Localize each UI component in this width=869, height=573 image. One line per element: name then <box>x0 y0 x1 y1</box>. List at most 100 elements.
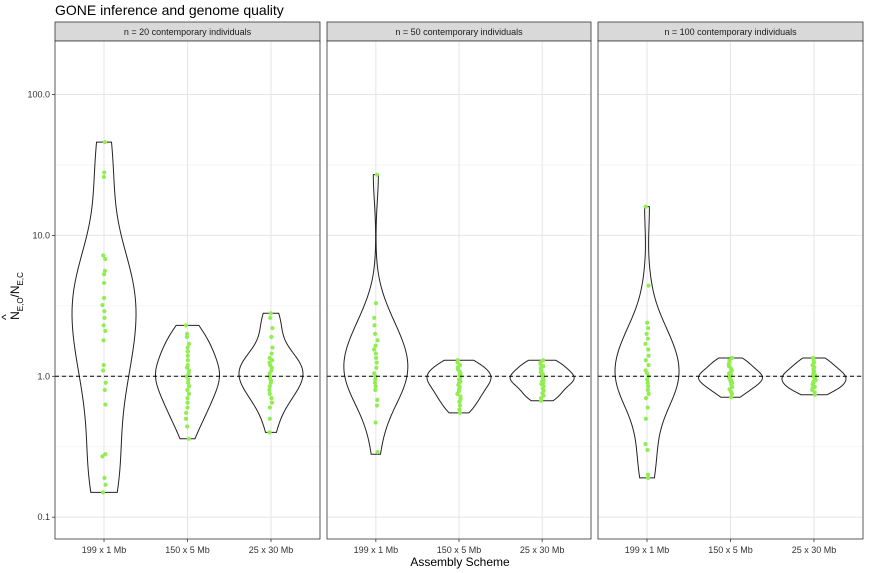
data-point <box>375 338 380 343</box>
y-axis-title-sub2: E,C <box>16 272 25 286</box>
x-tick-label: 25 x 30 Mb <box>792 545 837 555</box>
data-point <box>101 338 106 343</box>
y-axis-title-hat: ^ <box>0 314 13 320</box>
data-point <box>645 475 651 481</box>
data-point <box>373 301 379 306</box>
data-point <box>643 442 648 447</box>
violin-shape <box>509 359 575 402</box>
y-axis: 0.1 1.0 10.0 100.0 <box>27 90 55 522</box>
violin-shape <box>697 357 764 398</box>
data-point <box>186 341 192 346</box>
data-point <box>186 371 191 376</box>
data-point <box>375 397 380 403</box>
data-point <box>184 334 190 340</box>
data-point <box>643 341 648 346</box>
data-point <box>267 405 273 410</box>
data-point <box>646 353 651 358</box>
facets-layer: n = 20 contemporary individuals 199 x 1 M… <box>54 21 864 555</box>
violin-shape <box>343 174 409 455</box>
data-point <box>373 420 378 425</box>
facet-panel: n = 100 contemporary individuals 199 x 1 … <box>597 21 864 555</box>
data-point <box>270 358 275 363</box>
data-point <box>645 325 651 331</box>
data-point <box>645 320 650 325</box>
data-point <box>268 311 273 316</box>
data-point <box>100 303 105 308</box>
facet-strip-label: n = 100 contemporary individuals <box>664 27 797 37</box>
data-point <box>183 323 189 328</box>
data-point <box>643 396 649 401</box>
facet-strip-label: n = 20 contemporary individuals <box>124 27 252 37</box>
data-point <box>646 347 651 352</box>
violin-shape <box>426 359 492 414</box>
data-point <box>373 374 378 379</box>
data-point <box>185 353 190 358</box>
data-point <box>373 351 378 356</box>
x-tick-label: 150 x 5 Mb <box>708 545 753 555</box>
data-point <box>646 384 651 389</box>
data-point <box>102 387 107 393</box>
data-point <box>102 280 107 286</box>
facet-strip-label: n = 50 contemporary individuals <box>395 27 523 37</box>
data-point <box>101 174 106 180</box>
y-axis-title-sep: /N <box>8 285 22 297</box>
data-point <box>101 253 106 258</box>
data-point <box>268 380 273 385</box>
data-point <box>374 355 379 361</box>
data-point <box>729 391 735 397</box>
data-point <box>372 323 377 328</box>
data-point <box>372 331 378 336</box>
y-tick-label: 10.0 <box>32 230 50 240</box>
data-point <box>185 349 190 354</box>
data-point <box>101 368 106 373</box>
data-point <box>102 139 107 145</box>
data-point <box>186 377 191 382</box>
data-point <box>185 424 190 429</box>
data-point <box>269 351 274 356</box>
data-point <box>374 365 379 370</box>
data-point <box>184 374 189 379</box>
data-point <box>103 452 108 457</box>
data-point <box>100 454 105 459</box>
y-axis-title-main: N <box>8 311 22 320</box>
data-point <box>100 490 106 495</box>
y-tick-label: 1.0 <box>37 371 50 381</box>
data-point <box>457 410 463 415</box>
data-point <box>373 384 378 389</box>
facet-panel: n = 50 contemporary individuals 199 x 1 M… <box>326 21 592 555</box>
data-point <box>103 328 108 334</box>
data-point <box>184 331 190 336</box>
data-point <box>812 392 817 397</box>
data-point <box>372 380 378 385</box>
data-point <box>184 410 189 415</box>
data-point <box>374 172 380 177</box>
data-point <box>457 399 462 404</box>
data-point <box>102 315 107 320</box>
violin-shape <box>71 141 137 493</box>
data-point <box>186 436 191 441</box>
data-point <box>103 380 108 385</box>
data-point <box>187 384 192 389</box>
y-tick-label: 0.1 <box>37 512 50 522</box>
data-point <box>101 272 107 277</box>
data-point <box>185 358 190 363</box>
data-point <box>103 482 108 487</box>
data-point <box>102 475 107 481</box>
data-point <box>185 400 190 405</box>
data-point <box>372 347 377 352</box>
data-point <box>645 377 650 382</box>
data-point <box>269 396 274 401</box>
data-point <box>102 170 107 175</box>
data-point <box>645 447 650 453</box>
data-point <box>644 331 649 336</box>
data-point <box>645 387 650 393</box>
data-point <box>183 416 189 421</box>
data-point <box>646 363 651 368</box>
data-point <box>185 387 190 393</box>
data-point <box>645 336 650 341</box>
data-point <box>643 358 648 363</box>
chart-title: GONE inference and genome quality <box>55 2 284 18</box>
data-point <box>645 405 650 410</box>
y-axis-title-sub: E,O <box>16 297 25 311</box>
x-tick-label: 199 x 1 Mb <box>625 545 670 555</box>
